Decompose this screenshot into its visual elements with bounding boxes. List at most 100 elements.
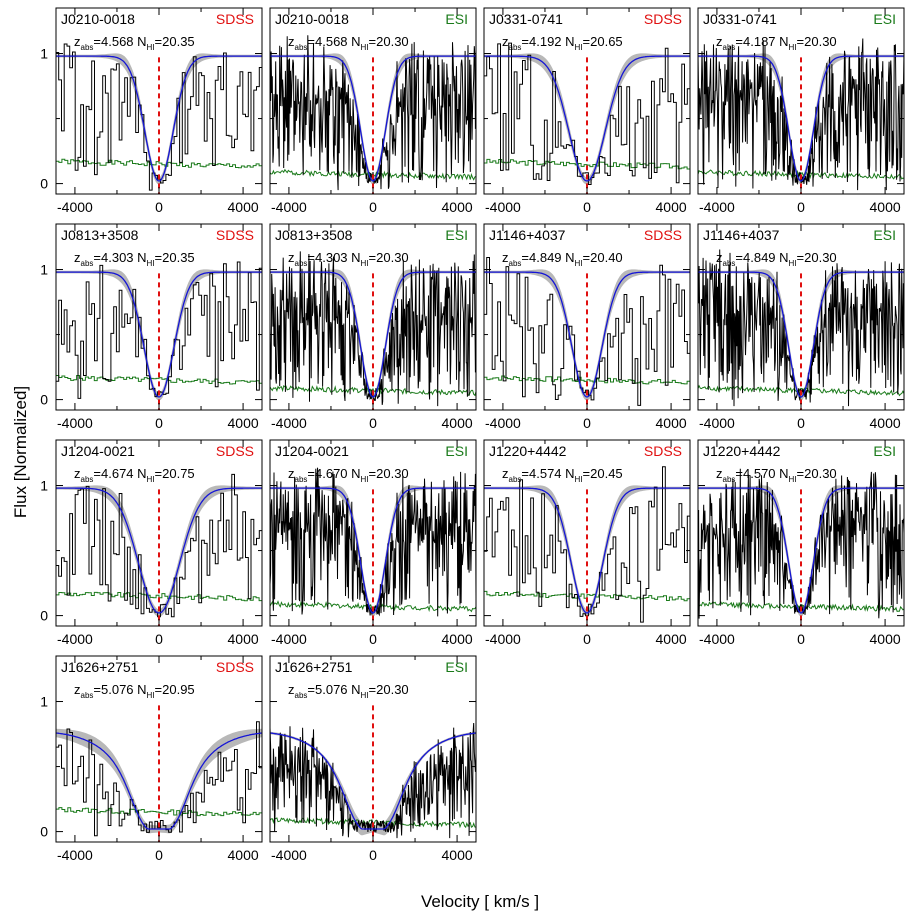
y-tick-label: 1 bbox=[40, 694, 48, 710]
plot-area bbox=[270, 705, 476, 842]
instrument-label: SDSS bbox=[644, 11, 682, 27]
x-tick-label: 4000 bbox=[870, 415, 901, 431]
x-tick-label: 0 bbox=[369, 631, 377, 647]
panel: -4000 0 4000 J1626+2751 ESI zabs=5.076 NHI=20… bbox=[269, 655, 477, 863]
y-tick-label: 0 bbox=[40, 392, 48, 408]
error-spectrum bbox=[270, 385, 476, 397]
model-profile bbox=[56, 487, 262, 614]
error-spectrum bbox=[56, 375, 262, 385]
absorber-params: zabs=5.076 NHI=20.95 bbox=[74, 682, 195, 700]
quasar-name: J1626+2751 bbox=[275, 659, 353, 675]
model-profile bbox=[698, 487, 904, 614]
instrument-label: ESI bbox=[445, 443, 468, 459]
plot-area bbox=[484, 42, 690, 194]
panel: -4000 0 4000 J0210-0018 ESI zabs=4.568 NHI=20… bbox=[269, 7, 477, 215]
panel: -4000 0 4000 J1146+4037 SDSS zabs=4.849 NHI=2… bbox=[483, 223, 691, 431]
flux-spectrum bbox=[56, 261, 262, 399]
x-tick-label: 4000 bbox=[656, 631, 687, 647]
model-profile bbox=[270, 487, 476, 614]
instrument-label: SDSS bbox=[216, 11, 254, 27]
plot-area bbox=[56, 473, 262, 626]
flux-spectrum bbox=[484, 257, 690, 406]
quasar-name: J1220+4442 bbox=[489, 443, 567, 459]
panel: -4000 0 4000 J1220+4442 SDSS zabs=4.574 NHI=2… bbox=[483, 439, 691, 647]
quasar-name: J0813+3508 bbox=[275, 227, 353, 243]
model-profile bbox=[56, 271, 262, 398]
quasar-name: J1146+4037 bbox=[703, 227, 780, 243]
plot-area bbox=[698, 38, 904, 194]
panel: -4000 0 4000 0 1 J0813+3508 SDSS zabs=4.303 NHI… bbox=[40, 223, 263, 431]
instrument-label: SDSS bbox=[644, 443, 682, 459]
x-tick-label: 0 bbox=[583, 631, 591, 647]
y-tick-label: 0 bbox=[40, 824, 48, 840]
quasar-name: J1204-0021 bbox=[275, 443, 349, 459]
x-tick-label: 4000 bbox=[228, 199, 259, 215]
x-tick-label: 0 bbox=[369, 415, 377, 431]
instrument-label: SDSS bbox=[216, 227, 254, 243]
panel: -4000 0 4000 0 1 J1626+2751 SDSS zabs=5.076 NHI… bbox=[40, 655, 263, 863]
x-tick-label: 0 bbox=[155, 847, 163, 863]
x-tick-label: -4000 bbox=[57, 199, 93, 215]
plot-area bbox=[270, 467, 476, 626]
quasar-name: J0210-0018 bbox=[61, 11, 135, 27]
absorber-params: zabs=4.303 NHI=20.30 bbox=[288, 250, 409, 268]
panel: -4000 0 4000 J0331-0741 ESI zabs=4.187 NHI=20… bbox=[697, 7, 905, 215]
x-tick-label: 4000 bbox=[442, 847, 473, 863]
x-tick-label: -4000 bbox=[485, 199, 521, 215]
quasar-name: J0813+3508 bbox=[61, 227, 139, 243]
model-profile bbox=[270, 271, 476, 398]
plot-area bbox=[698, 468, 904, 626]
error-spectrum bbox=[484, 375, 690, 385]
panels: -4000 0 4000 0 1 J0210-0018 SDSS zabs=4.568 NHI… bbox=[40, 7, 905, 863]
quasar-name: J1204-0021 bbox=[61, 443, 135, 459]
x-tick-label: 0 bbox=[583, 415, 591, 431]
absorber-params: zabs=4.568 NHI=20.30 bbox=[288, 34, 409, 52]
x-tick-label: 0 bbox=[155, 631, 163, 647]
x-tick-label: 4000 bbox=[228, 631, 259, 647]
instrument-label: ESI bbox=[873, 443, 896, 459]
instrument-label: ESI bbox=[445, 227, 468, 243]
y-tick-label: 1 bbox=[40, 46, 48, 62]
x-tick-label: 0 bbox=[583, 199, 591, 215]
instrument-label: SDSS bbox=[644, 227, 682, 243]
instrument-label: ESI bbox=[873, 227, 896, 243]
x-tick-label: -4000 bbox=[271, 199, 307, 215]
model-profile bbox=[270, 732, 476, 830]
instrument-label: ESI bbox=[445, 659, 468, 675]
x-tick-label: 0 bbox=[797, 199, 805, 215]
x-tick-label: -4000 bbox=[485, 415, 521, 431]
error-spectrum bbox=[484, 590, 690, 602]
plot-area bbox=[484, 257, 690, 410]
instrument-label: ESI bbox=[873, 11, 896, 27]
quasar-name: J0210-0018 bbox=[275, 11, 349, 27]
model-uncertainty-band bbox=[56, 53, 262, 185]
panel: -4000 0 4000 0 1 J0210-0018 SDSS zabs=4.568 NHI… bbox=[40, 7, 263, 215]
x-axis-label: Velocity [ km/s ] bbox=[421, 892, 539, 911]
x-tick-label: -4000 bbox=[271, 631, 307, 647]
flux-spectrum bbox=[56, 43, 262, 191]
panel: -4000 0 4000 J1204-0021 ESI zabs=4.670 NHI=20… bbox=[269, 439, 477, 647]
flux-spectrum bbox=[270, 251, 476, 407]
model-profile bbox=[698, 55, 904, 182]
x-tick-label: -4000 bbox=[271, 847, 307, 863]
absorber-params: zabs=4.849 NHI=20.30 bbox=[716, 250, 837, 268]
x-tick-label: 0 bbox=[797, 415, 805, 431]
model-profile bbox=[698, 271, 904, 398]
panel: -4000 0 4000 J0813+3508 ESI zabs=4.303 NHI=20… bbox=[269, 223, 477, 431]
panel: -4000 0 4000 J1220+4442 ESI zabs=4.570 NHI=20… bbox=[697, 439, 905, 647]
x-tick-label: -4000 bbox=[699, 631, 735, 647]
absorber-params: zabs=4.849 NHI=20.40 bbox=[502, 250, 623, 268]
plot-area bbox=[56, 705, 262, 842]
x-tick-label: 4000 bbox=[228, 847, 259, 863]
model-profile bbox=[484, 55, 690, 182]
quasar-name: J0331-0741 bbox=[489, 11, 563, 27]
x-tick-label: 0 bbox=[369, 847, 377, 863]
x-tick-label: 4000 bbox=[228, 415, 259, 431]
y-axis-label: Flux [Normalized] bbox=[11, 386, 30, 518]
x-tick-label: 0 bbox=[155, 415, 163, 431]
flux-spectrum bbox=[270, 35, 476, 191]
x-tick-label: 0 bbox=[369, 199, 377, 215]
model-profile bbox=[484, 271, 690, 398]
error-spectrum bbox=[56, 591, 262, 602]
